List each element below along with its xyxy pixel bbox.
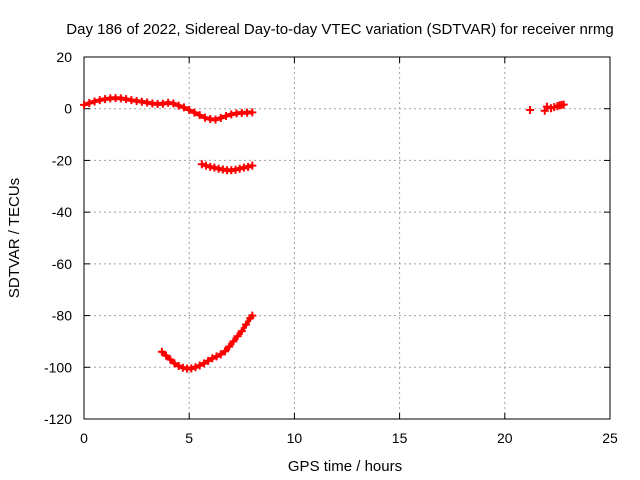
data-point — [248, 311, 257, 320]
data-point — [95, 96, 104, 105]
data-point — [233, 332, 242, 341]
y-tick-labels: 20 0 -20 -40 -60 -80 -100 -120 — [44, 49, 72, 427]
series-track-late-day — [526, 100, 568, 115]
data-point — [200, 113, 209, 122]
data-point — [122, 95, 131, 104]
data-point — [166, 355, 175, 364]
x-tick-label: 5 — [185, 430, 193, 446]
data-point — [174, 101, 183, 110]
data-point — [222, 111, 231, 120]
data-point — [225, 342, 234, 351]
y-tick-label: 20 — [56, 49, 72, 65]
data-point — [157, 347, 166, 356]
data-point — [242, 320, 251, 329]
y-tick-label: -120 — [44, 411, 72, 427]
data-point — [248, 161, 257, 170]
data-point — [90, 97, 99, 106]
data-point — [187, 364, 196, 373]
data-point — [248, 108, 257, 117]
data-point — [237, 327, 246, 336]
data-point — [174, 361, 183, 370]
data-point — [191, 363, 200, 372]
data-point — [202, 161, 211, 170]
x-tick-label: 20 — [497, 430, 513, 446]
data-point — [185, 106, 194, 115]
x-tick-label: 15 — [392, 430, 408, 446]
chart-title: Day 186 of 2022, Sidereal Day-to-day VTE… — [66, 21, 613, 38]
data-point — [208, 354, 217, 363]
y-tick-label: -80 — [52, 308, 72, 324]
data-point — [210, 163, 219, 172]
series-track-near-zero — [80, 94, 257, 124]
data-point — [143, 98, 152, 107]
data-point — [235, 164, 244, 173]
data-point — [216, 350, 225, 359]
y-tick-label: 0 — [64, 101, 72, 117]
data-point — [220, 347, 229, 356]
x-tick-label: 10 — [287, 430, 303, 446]
data-point — [204, 356, 213, 365]
data-point — [195, 111, 204, 120]
data-point — [227, 110, 236, 119]
data-point — [158, 99, 167, 108]
y-tick-label: -20 — [52, 152, 72, 168]
data-point — [540, 106, 549, 115]
data-point — [162, 351, 171, 360]
data-point — [216, 114, 225, 123]
data-point — [80, 100, 88, 109]
data-point — [190, 108, 199, 117]
data-point — [199, 359, 208, 368]
x-tick-label: 0 — [80, 430, 88, 446]
data-point — [526, 106, 535, 115]
data-point — [559, 100, 568, 109]
data-points — [80, 94, 568, 373]
axis-ticks — [83, 56, 611, 420]
x-tick-labels: 0 5 10 15 20 25 — [80, 430, 618, 446]
data-point — [542, 102, 551, 111]
plot-frame — [83, 56, 611, 420]
y-tick-label: -60 — [52, 256, 72, 272]
data-point — [211, 115, 220, 124]
data-point — [169, 99, 178, 108]
data-point — [231, 165, 240, 174]
data-point — [179, 103, 188, 112]
y-axis-label: SDTVAR / TECUs — [6, 178, 23, 298]
y-tick-label: -100 — [44, 359, 72, 375]
data-point — [170, 359, 179, 368]
data-point — [212, 352, 221, 361]
data-point — [197, 160, 206, 169]
grid — [84, 57, 610, 419]
y-tick-label: -40 — [52, 204, 72, 220]
x-axis-label: GPS time / hours — [288, 458, 402, 475]
series-track-minus-100 — [157, 311, 257, 373]
data-point — [195, 361, 204, 370]
series-track-minus-22 — [197, 160, 257, 175]
x-tick-label: 25 — [602, 430, 618, 446]
data-point — [229, 337, 238, 346]
data-point — [85, 99, 94, 108]
data-point — [244, 162, 253, 171]
